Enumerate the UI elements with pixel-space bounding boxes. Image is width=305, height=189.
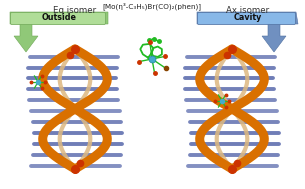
Text: Ax isomer: Ax isomer <box>226 6 270 15</box>
FancyBboxPatch shape <box>10 12 106 25</box>
Text: Eq isomer: Eq isomer <box>53 6 97 15</box>
Text: [Mo(η³-C₃H₅)Br(CO)₂(phen)]: [Mo(η³-C₃H₅)Br(CO)₂(phen)] <box>102 2 202 10</box>
Polygon shape <box>10 12 108 52</box>
Polygon shape <box>197 12 298 52</box>
FancyBboxPatch shape <box>198 12 296 25</box>
Text: Cavity: Cavity <box>233 13 262 22</box>
Text: Outside: Outside <box>41 13 77 22</box>
